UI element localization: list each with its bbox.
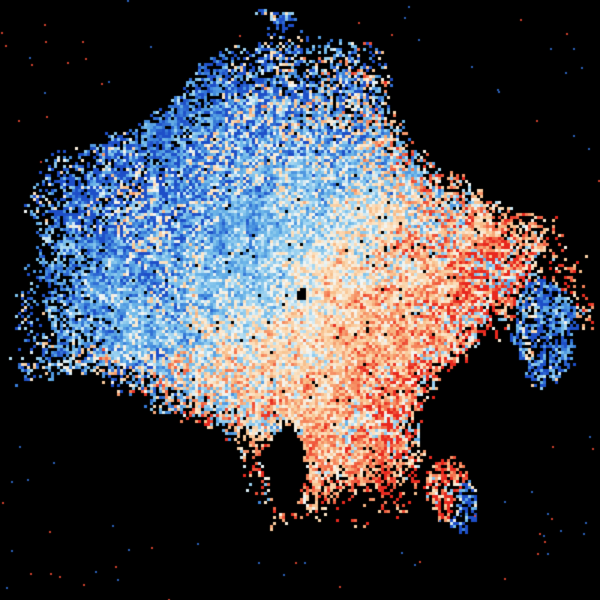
visualization-stage (0, 0, 600, 600)
velocity-field-canvas (0, 0, 600, 600)
